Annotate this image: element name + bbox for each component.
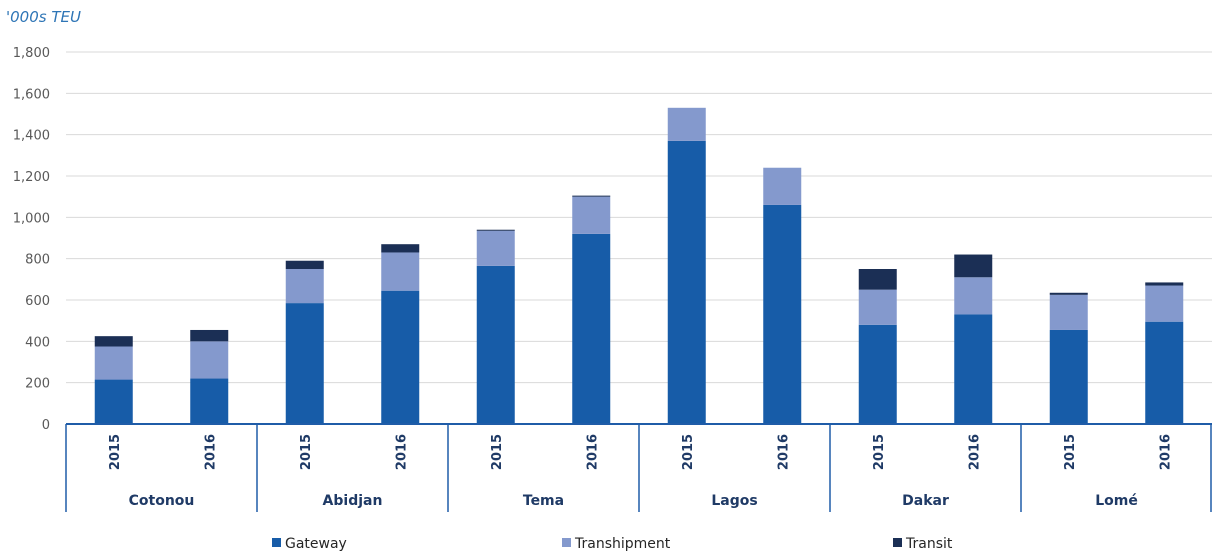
bar-gateway-tema-2015 bbox=[476, 265, 515, 424]
bar-transhipment-lomé-2015 bbox=[1049, 294, 1088, 330]
bar-transit-dakar-2016 bbox=[954, 254, 993, 278]
bar-transhipment-cotonou-2015 bbox=[94, 346, 133, 380]
x-group-label: Cotonou bbox=[129, 493, 195, 509]
y-tick-label: 200 bbox=[25, 377, 50, 392]
gridlines bbox=[66, 51, 1212, 384]
legend-label-transhipment: Transhipment bbox=[574, 536, 671, 551]
y-unit-label: '000s TEU bbox=[6, 8, 81, 26]
x-tick-label-year: 2015 bbox=[108, 434, 123, 470]
legend-label-gateway: Gateway bbox=[285, 536, 347, 551]
bar-transhipment-abidjan-2016 bbox=[381, 252, 420, 291]
x-tick-label-year: 2016 bbox=[585, 434, 600, 470]
bar-gateway-dakar-2016 bbox=[954, 314, 993, 424]
y-tick-label: 1,800 bbox=[13, 46, 50, 61]
bar-transit-dakar-2015 bbox=[858, 269, 897, 290]
bar-transit-tema-2016 bbox=[572, 195, 611, 197]
bar-transhipment-abidjan-2015 bbox=[285, 269, 324, 304]
x-tick-label-year: 2016 bbox=[1158, 434, 1173, 470]
bar-transhipment-dakar-2015 bbox=[858, 289, 897, 325]
x-group-label: Dakar bbox=[902, 493, 949, 509]
legend-swatch-gateway bbox=[272, 538, 281, 547]
bar-gateway-lomé-2016 bbox=[1145, 321, 1184, 424]
bar-transhipment-lagos-2016 bbox=[763, 167, 802, 205]
legend-label-transit: Transit bbox=[905, 536, 953, 551]
bar-gateway-tema-2016 bbox=[572, 233, 611, 424]
y-tick-label: 0 bbox=[42, 418, 50, 433]
x-tick-label-year: 2015 bbox=[490, 434, 505, 470]
bar-transit-cotonou-2015 bbox=[94, 336, 133, 347]
x-tick-label-year: 2016 bbox=[394, 434, 409, 470]
bar-transit-abidjan-2016 bbox=[381, 244, 420, 253]
y-tick-label: 1,200 bbox=[13, 170, 50, 185]
y-tick-label: 1,400 bbox=[13, 129, 50, 144]
y-tick-label: 400 bbox=[25, 335, 50, 350]
y-tick-label: 600 bbox=[25, 294, 50, 309]
bar-gateway-cotonou-2016 bbox=[190, 378, 229, 424]
bar-transit-lomé-2016 bbox=[1145, 282, 1184, 286]
y-tick-label: 1,600 bbox=[13, 87, 50, 102]
x-tick-label-year: 2016 bbox=[967, 434, 982, 470]
bar-gateway-lomé-2015 bbox=[1049, 329, 1088, 424]
bar-transhipment-lomé-2016 bbox=[1145, 285, 1184, 322]
y-tick-label: 800 bbox=[25, 253, 50, 268]
x-axis: 2015 2016 2015 2016 2015 2016 2015 2016 2015 2016… bbox=[65, 423, 1212, 512]
bar-transit-abidjan-2015 bbox=[285, 260, 324, 269]
bar-gateway-dakar-2015 bbox=[858, 324, 897, 424]
bar-transit-cotonou-2016 bbox=[190, 329, 229, 342]
x-group-label: Lagos bbox=[711, 493, 757, 509]
legend: Gateway Transhipment Transit bbox=[272, 536, 953, 551]
bars bbox=[94, 107, 1184, 424]
bar-transhipment-tema-2015 bbox=[476, 230, 515, 266]
x-tick-label-year: 2015 bbox=[299, 434, 314, 470]
bar-gateway-abidjan-2015 bbox=[285, 303, 324, 424]
x-tick-label-year: 2015 bbox=[872, 434, 887, 470]
x-tick-label-year: 2016 bbox=[776, 434, 791, 470]
legend-swatch-transit bbox=[893, 538, 902, 547]
x-tick-label-year: 2015 bbox=[681, 434, 696, 470]
bar-gateway-lagos-2016 bbox=[763, 204, 802, 424]
bar-gateway-cotonou-2015 bbox=[94, 379, 133, 424]
y-axis: 0 200 400 600 800 1,000 1,200 1,400 1,600 1,800 bbox=[13, 46, 50, 433]
bar-gateway-abidjan-2016 bbox=[381, 290, 420, 424]
x-group-label: Lomé bbox=[1095, 493, 1138, 509]
bar-transhipment-lagos-2015 bbox=[667, 107, 706, 141]
bar-transhipment-cotonou-2016 bbox=[190, 341, 229, 379]
x-tick-label-year: 2016 bbox=[203, 434, 218, 470]
legend-swatch-transhipment bbox=[562, 538, 571, 547]
bar-transhipment-tema-2016 bbox=[572, 196, 611, 234]
bar-transit-lomé-2015 bbox=[1049, 292, 1088, 295]
x-group-label: Tema bbox=[523, 493, 564, 509]
bar-transit-tema-2015 bbox=[476, 229, 515, 231]
bar-transhipment-dakar-2016 bbox=[954, 277, 993, 315]
x-group-label: Abidjan bbox=[323, 493, 383, 509]
y-tick-label: 1,000 bbox=[13, 211, 50, 226]
bar-gateway-lagos-2015 bbox=[667, 140, 706, 424]
x-tick-label-year: 2015 bbox=[1063, 434, 1078, 470]
